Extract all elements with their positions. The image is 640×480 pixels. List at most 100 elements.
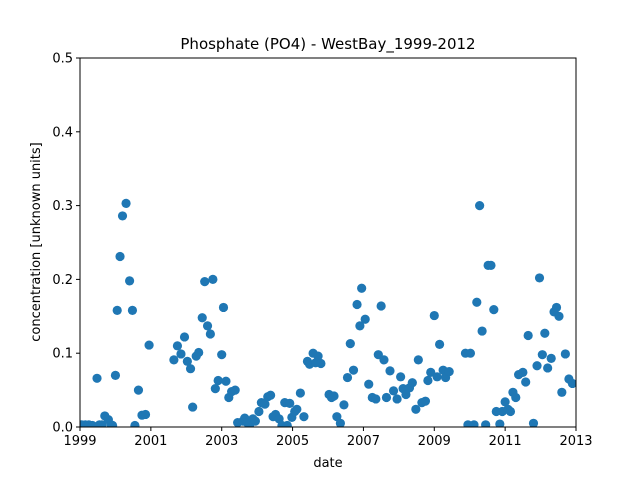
- data-point: [144, 340, 154, 350]
- data-point: [202, 321, 213, 331]
- data-point: [285, 398, 295, 408]
- data-point: [210, 384, 220, 394]
- data-point: [546, 353, 556, 363]
- data-point: [342, 372, 353, 383]
- data-point: [551, 302, 562, 313]
- data-point: [381, 392, 392, 403]
- data-point: [130, 420, 140, 427]
- data-point: [221, 376, 231, 386]
- data-point: [540, 328, 550, 338]
- data-point: [107, 420, 118, 427]
- data-point: [121, 198, 131, 208]
- data-point: [133, 385, 144, 395]
- data-point: [176, 349, 186, 359]
- data-point: [188, 402, 198, 412]
- y-tick-label: 0.4: [52, 125, 73, 140]
- data-point: [208, 274, 218, 284]
- data-point: [429, 310, 439, 321]
- data-point: [205, 329, 215, 339]
- x-tick-label: 2001: [134, 434, 167, 449]
- data-point: [435, 339, 445, 349]
- y-axis-ticks: 0.0 0.1 0.2 0.3 0.4 0.5: [52, 52, 80, 436]
- data-point: [469, 420, 479, 427]
- data-point: [396, 372, 406, 382]
- data-point: [511, 392, 521, 403]
- data-point: [260, 399, 270, 409]
- data-point: [477, 326, 487, 336]
- data-point: [179, 332, 190, 342]
- data-point: [92, 373, 102, 383]
- x-axis-label: date: [313, 456, 342, 471]
- data-point: [364, 379, 374, 389]
- data-point: [200, 277, 210, 287]
- data-point: [521, 377, 531, 387]
- data-point: [489, 305, 499, 315]
- data-point: [329, 391, 339, 401]
- data-point: [299, 412, 309, 422]
- y-tick-label: 0.2: [52, 273, 73, 288]
- data-point: [292, 404, 302, 414]
- data-point: [472, 297, 482, 307]
- data-point: [560, 349, 570, 359]
- data-point: [534, 273, 545, 283]
- data-point: [360, 314, 370, 324]
- data-point: [495, 419, 505, 427]
- data-point: [313, 351, 323, 361]
- data-point: [481, 420, 491, 427]
- x-tick-label: 2011: [489, 434, 522, 449]
- data-point: [557, 387, 567, 397]
- x-tick-label: 2005: [276, 434, 309, 449]
- data-point: [413, 355, 423, 365]
- data-point: [348, 365, 359, 375]
- y-tick-label: 0.3: [52, 199, 73, 214]
- data-point: [537, 350, 547, 360]
- data-point: [172, 341, 183, 351]
- data-point: [197, 313, 207, 323]
- data-point: [426, 367, 436, 377]
- data-point: [335, 418, 345, 427]
- data-point: [250, 416, 260, 426]
- data-point: [379, 355, 389, 365]
- data-point: [554, 311, 564, 321]
- y-axis-label: concentration [unknown units]: [29, 142, 44, 341]
- data-point: [355, 321, 365, 331]
- x-tick-label: 1999: [63, 434, 96, 449]
- axes-frame: [79, 57, 577, 428]
- data-point: [357, 283, 367, 293]
- data-point: [117, 211, 128, 221]
- data-point: [518, 367, 528, 377]
- data-point: [169, 355, 179, 365]
- data-point: [392, 394, 402, 404]
- plot-area: [80, 58, 576, 427]
- x-tick-label: 2003: [205, 434, 238, 449]
- data-point: [385, 366, 395, 376]
- data-point: [125, 276, 135, 286]
- data-point: [444, 367, 454, 377]
- data-point: [295, 388, 305, 398]
- y-tick-label: 0.1: [52, 347, 73, 362]
- data-point: [500, 397, 510, 407]
- data-point: [217, 350, 227, 360]
- y-tick-label: 0.5: [52, 52, 73, 67]
- data-point: [282, 420, 292, 427]
- data-point: [388, 386, 399, 396]
- data-point: [523, 330, 533, 341]
- y-tick-label: 0.0: [52, 421, 73, 436]
- data-point: [182, 356, 192, 366]
- data-point: [567, 378, 576, 389]
- data-point: [411, 404, 421, 414]
- data-point: [407, 378, 417, 388]
- x-tick-label: 2007: [347, 434, 380, 449]
- data-point: [316, 358, 326, 369]
- data-point: [266, 390, 276, 400]
- data-point: [127, 305, 138, 315]
- axes-spines: [79, 57, 577, 428]
- data-point: [505, 406, 516, 417]
- data-point: [230, 385, 240, 395]
- data-point: [112, 305, 122, 315]
- data-point: [486, 260, 496, 270]
- data-point: [213, 375, 223, 386]
- data-point: [339, 400, 349, 410]
- chart-title: Phosphate (PO4) - WestBay_1999-2012: [180, 35, 475, 54]
